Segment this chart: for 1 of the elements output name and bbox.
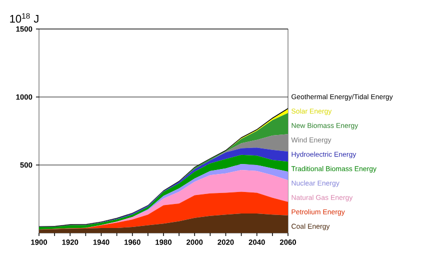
y-axis-title: 10$^{18}$ J (10, 13, 38, 23)
